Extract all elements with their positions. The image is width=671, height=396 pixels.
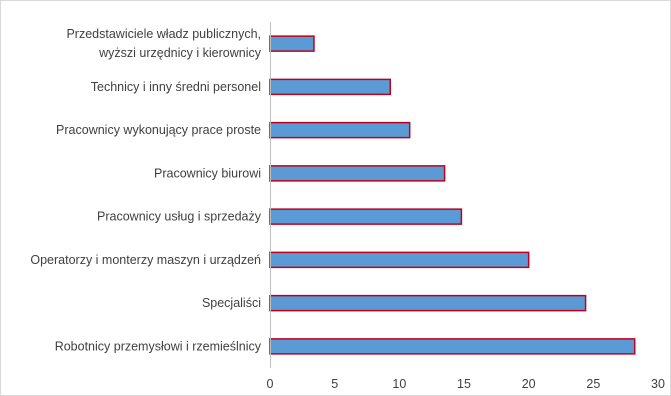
- category-label-line: Pracownicy biurowi: [154, 166, 261, 180]
- category-label-line: Technicy i inny średni personel: [91, 80, 261, 94]
- category-label-5: Pracownicy wykonujący prace proste: [56, 123, 261, 137]
- bar-1: [269, 294, 587, 312]
- x-tick-label-2: 10: [392, 377, 406, 391]
- category-label-line: Operatorzy i monterzy maszyn i urządzeń: [30, 253, 261, 267]
- bar-2: [269, 251, 530, 269]
- x-tick-label-4: 20: [522, 377, 536, 391]
- category-label-line: Przedstawiciele władz publicznych,: [66, 27, 261, 41]
- bar-4: [269, 165, 446, 182]
- category-label-1: Specjaliści: [202, 296, 261, 310]
- bars-group: [269, 35, 636, 355]
- bar-0: [269, 338, 636, 355]
- category-label-4: Pracownicy biurowi: [154, 166, 261, 180]
- x-tick-labels-group: 0 5 10 15 20 25 30: [267, 377, 665, 391]
- category-label-line: wyższi urzędnicy i kierownicy: [98, 46, 262, 60]
- x-tick-label-6: 30: [651, 377, 665, 391]
- x-tick-label-5: 25: [586, 377, 600, 391]
- category-label-2: Operatorzy i monterzy maszyn i urządzeń: [30, 253, 261, 267]
- x-tick-label-1: 5: [331, 377, 338, 391]
- bar-7: [269, 35, 315, 52]
- category-labels-group: Robotnicy przemysłowi i rzemieślnicy Spec…: [30, 27, 261, 353]
- x-tick-label-3: 15: [457, 377, 471, 391]
- category-label-7: Przedstawiciele władz publicznych, wyższi…: [66, 27, 261, 60]
- category-label-line: Robotnicy przemysłowi i rzemieślnicy: [55, 339, 262, 353]
- category-label-line: Pracownicy wykonujący prace proste: [56, 123, 261, 137]
- bar-5: [269, 121, 411, 139]
- x-tick-label-0: 0: [267, 377, 274, 391]
- bar-3: [269, 208, 463, 225]
- bar-6: [269, 78, 392, 96]
- category-label-line: Pracownicy usług i sprzedaży: [97, 210, 262, 224]
- category-label-0: Robotnicy przemysłowi i rzemieślnicy: [55, 339, 262, 353]
- category-label-6: Technicy i inny średni personel: [91, 80, 261, 94]
- category-label-3: Pracownicy usług i sprzedaży: [97, 210, 262, 224]
- category-label-line: Specjaliści: [202, 296, 261, 310]
